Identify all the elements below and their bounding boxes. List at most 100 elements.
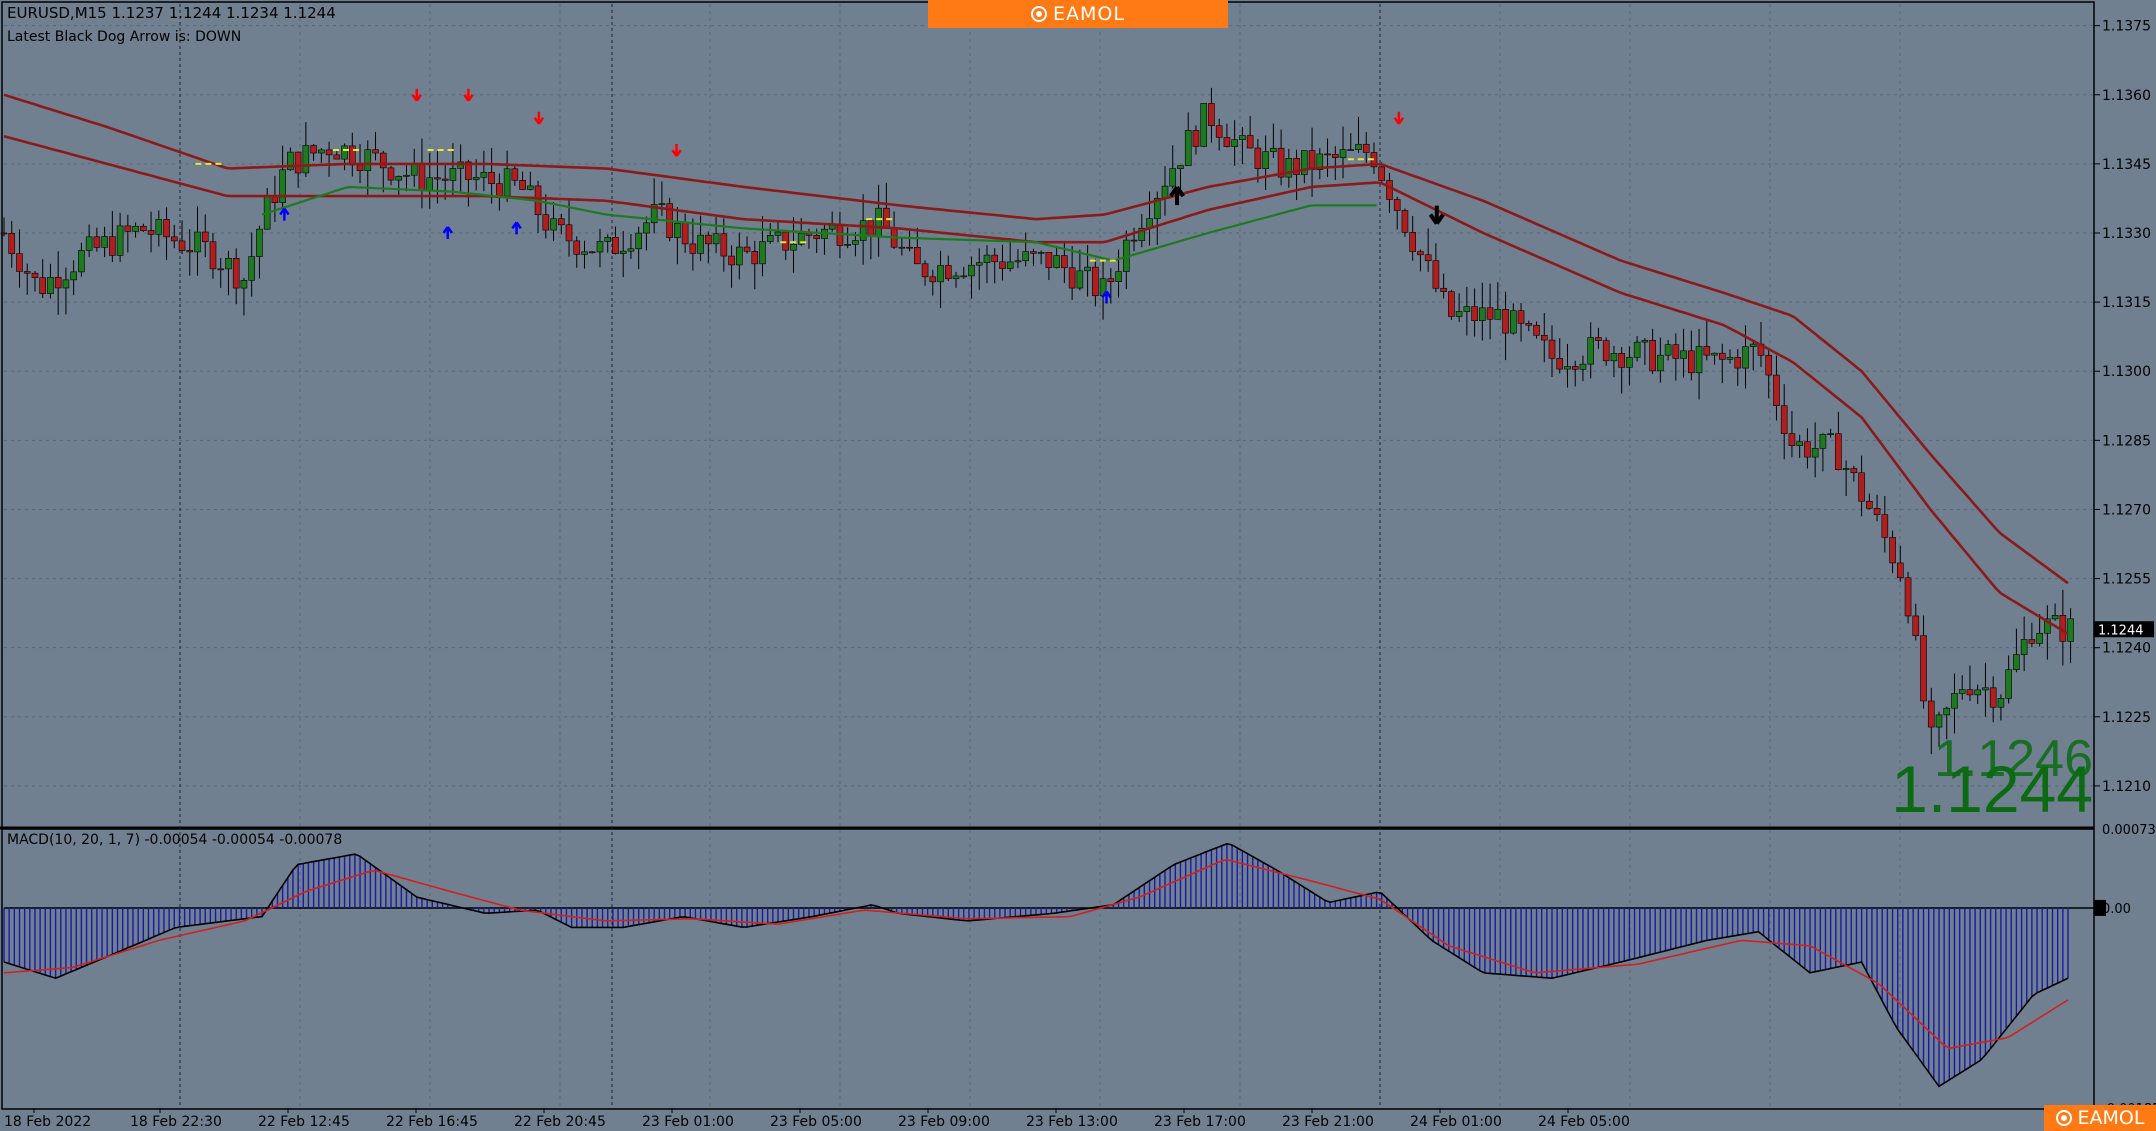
bear-candle (93, 236, 101, 248)
bear-candle (1378, 166, 1386, 181)
bear-candle (751, 251, 759, 265)
bear-candle (31, 272, 39, 278)
bear-candle (1571, 366, 1579, 370)
bear-candle (1556, 358, 1564, 370)
bear-candle (1517, 310, 1525, 324)
bull-candle (1749, 343, 1757, 347)
bear-candle (1873, 508, 1881, 515)
bear-candle (0, 232, 8, 235)
bull-candle (1355, 143, 1362, 150)
bear-candle (1533, 324, 1540, 336)
bear-candle (1130, 239, 1138, 242)
bear-candle (519, 179, 526, 190)
bear-candle (348, 145, 356, 166)
bull-candle (1200, 103, 1207, 147)
bull-candle (194, 231, 201, 253)
bull-candle (62, 279, 70, 289)
bear-candle (1424, 254, 1432, 262)
bull-candle (1014, 260, 1022, 263)
bull-candle (1184, 130, 1192, 166)
bear-candle (434, 177, 441, 180)
sell-arrow-icon (671, 144, 682, 157)
macd-axis-label: 0.00 (2102, 902, 2131, 917)
bull-candle (1974, 689, 1981, 696)
ma-lower-line (3, 134, 2069, 636)
time-axis-label: 24 Feb 05:00 (1538, 1114, 1630, 1130)
bear-candle (1835, 433, 1842, 470)
bull-candle (1711, 352, 1718, 356)
bull-candle (2013, 654, 2020, 671)
bear-candle (542, 214, 550, 231)
bull-candle (1494, 309, 1502, 320)
buy-arrow-icon (511, 221, 522, 235)
bull-candle (766, 235, 774, 242)
current-price-label: 1.1244 (2098, 623, 2144, 638)
bear-candle (1409, 232, 1416, 252)
time-axis-label: 22 Feb 16:45 (386, 1114, 478, 1130)
bear-candle (1386, 180, 1393, 200)
bear-candle (944, 265, 952, 280)
bull-candle (712, 233, 720, 245)
bull-candle (1680, 350, 1687, 359)
ma-upper-line (3, 93, 2069, 585)
bull-candle (101, 236, 108, 248)
bear-candle (1432, 260, 1440, 289)
bull-candle (1997, 698, 2005, 708)
bull-candle (1641, 340, 1649, 343)
bear-candle (8, 233, 16, 254)
time-axis-label: 23 Feb 17:00 (1154, 1114, 1246, 1130)
bear-candle (163, 219, 170, 238)
price-pane-border (1, 1, 2095, 829)
price-axis-label: 1.1255 (2102, 572, 2151, 588)
bull-candle (735, 246, 743, 266)
bull-candle (132, 225, 139, 232)
bull-candle (658, 203, 666, 205)
bear-candle (1471, 306, 1478, 321)
black-dog-up-arrow-icon (1169, 185, 1185, 206)
bull-candle (78, 250, 85, 273)
bull-candle (472, 177, 480, 180)
bull-candle (287, 151, 294, 171)
bear-candle (201, 231, 209, 243)
bull-candle (225, 257, 232, 270)
bull-candle (1285, 157, 1293, 178)
watermark-text: EAMOL (1053, 3, 1125, 25)
bear-candle (1393, 199, 1401, 211)
time-axis-label: 18 Feb 22:30 (130, 1114, 222, 1130)
watermark-corner: EAMOL (2044, 1105, 2156, 1131)
price-axis-label: 1.1285 (2102, 433, 2151, 449)
bear-candle (1548, 339, 1556, 359)
bull-candle (1239, 135, 1246, 141)
watermark-banner: EAMOL (928, 0, 1228, 28)
bull-candle (674, 222, 681, 238)
bull-candle (480, 172, 488, 178)
bear-candle (1417, 251, 1424, 256)
bear-candle (588, 251, 596, 254)
bull-candle (364, 149, 372, 172)
bull-candle (2036, 632, 2043, 644)
bull-candle (1951, 693, 1958, 709)
bear-candle (720, 233, 728, 257)
bull-candle (650, 204, 658, 224)
price-axis-label: 1.1315 (2102, 295, 2151, 311)
bear-candle (1734, 357, 1742, 369)
bear-candle (379, 152, 387, 169)
bull-candle (1695, 346, 1703, 374)
bear-candle (705, 234, 712, 245)
bear-candle (310, 145, 317, 154)
bear-candle (1618, 353, 1625, 368)
bear-candle (1858, 472, 1865, 502)
bear-candle (999, 261, 1006, 269)
buy-arrow-icon (279, 207, 290, 221)
bear-candle (209, 241, 217, 270)
bull-candle (859, 220, 867, 241)
bull-candle (1115, 271, 1122, 282)
bear-candle (1192, 130, 1200, 147)
bear-candle (1595, 337, 1602, 341)
sell-arrow-icon (463, 88, 474, 102)
bull-candle (1347, 149, 1355, 151)
bear-candle (124, 225, 132, 232)
bear-candle (1850, 468, 1858, 474)
